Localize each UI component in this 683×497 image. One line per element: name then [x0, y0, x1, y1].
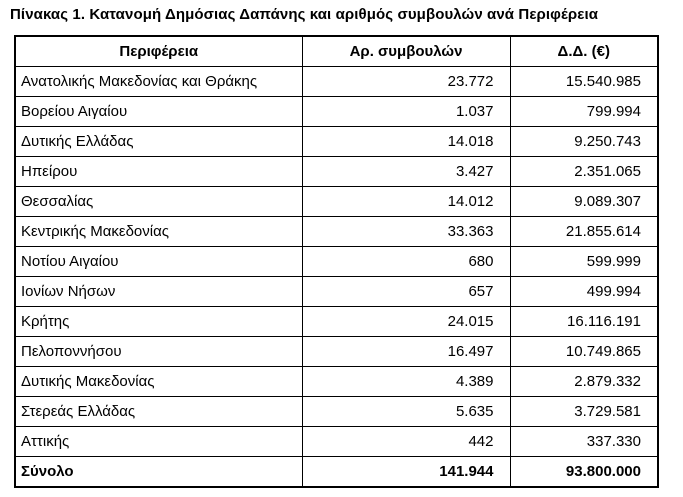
region-cell: Βορείου Αιγαίου [14, 96, 303, 127]
table-row: Νοτίου Αιγαίου 680 599.999 [14, 246, 659, 277]
expenditure-cell: 15.540.985 [509, 66, 659, 97]
consultations-cell: 14.018 [301, 126, 511, 157]
consultations-cell: 24.015 [301, 306, 511, 337]
expenditure-cell: 9.250.743 [509, 126, 659, 157]
region-cell: Νοτίου Αιγαίου [14, 246, 303, 277]
region-cell: Πελοποννήσου [14, 336, 303, 367]
table-row: Αττικής 442 337.330 [14, 426, 659, 457]
region-cell: Δυτικής Μακεδονίας [14, 366, 303, 397]
consultations-cell: 3.427 [301, 156, 511, 187]
consultations-cell: 33.363 [301, 216, 511, 247]
table-row: Δυτικής Μακεδονίας 4.389 2.879.332 [14, 366, 659, 397]
table-row: Κεντρικής Μακεδονίας 33.363 21.855.614 [14, 216, 659, 247]
region-cell: Ανατολικής Μακεδονίας και Θράκης [14, 66, 303, 97]
page-title: Πίνακας 1. Κατανομή Δημόσιας Δαπάνης και… [10, 6, 599, 23]
table-row: Ιονίων Νήσων 657 499.994 [14, 276, 659, 307]
consultations-cell: 657 [301, 276, 511, 307]
expenditure-cell: 3.729.581 [509, 396, 659, 427]
total-consultations-cell: 141.944 [301, 456, 511, 488]
expenditure-cell: 499.994 [509, 276, 659, 307]
data-table: Περιφέρεια Αρ. συμβουλών Δ.Δ. (€) Ανατολ… [14, 35, 659, 488]
region-cell: Θεσσαλίας [14, 186, 303, 217]
consultations-cell: 442 [301, 426, 511, 457]
region-cell: Κεντρικής Μακεδονίας [14, 216, 303, 247]
expenditure-cell: 799.994 [509, 96, 659, 127]
table-row: Κρήτης 24.015 16.116.191 [14, 306, 659, 337]
total-label-cell: Σύνολο [14, 456, 303, 488]
table-row: Βορείου Αιγαίου 1.037 799.994 [14, 96, 659, 127]
expenditure-cell: 9.089.307 [509, 186, 659, 217]
region-cell: Ιονίων Νήσων [14, 276, 303, 307]
region-cell: Στερεάς Ελλάδας [14, 396, 303, 427]
table-row: Πελοποννήσου 16.497 10.749.865 [14, 336, 659, 367]
expenditure-cell: 599.999 [509, 246, 659, 277]
expenditure-cell: 10.749.865 [509, 336, 659, 367]
consultations-cell: 4.389 [301, 366, 511, 397]
table-row: Ηπείρου 3.427 2.351.065 [14, 156, 659, 187]
region-cell: Ηπείρου [14, 156, 303, 187]
table-header-row: Περιφέρεια Αρ. συμβουλών Δ.Δ. (€) [14, 35, 659, 67]
total-row: Σύνολο 141.944 93.800.000 [14, 456, 659, 488]
table-body: Ανατολικής Μακεδονίας και Θράκης 23.772 15… [14, 66, 659, 457]
region-cell: Δυτικής Ελλάδας [14, 126, 303, 157]
header-cell-expenditure: Δ.Δ. (€) [509, 35, 659, 67]
consultations-cell: 14.012 [301, 186, 511, 217]
region-cell: Κρήτης [14, 306, 303, 337]
expenditure-cell: 16.116.191 [509, 306, 659, 337]
expenditure-cell: 2.879.332 [509, 366, 659, 397]
consultations-cell: 1.037 [301, 96, 511, 127]
consultations-cell: 16.497 [301, 336, 511, 367]
consultations-cell: 680 [301, 246, 511, 277]
consultations-cell: 23.772 [301, 66, 511, 97]
expenditure-cell: 21.855.614 [509, 216, 659, 247]
expenditure-cell: 2.351.065 [509, 156, 659, 187]
expenditure-cell: 337.330 [509, 426, 659, 457]
total-expenditure-cell: 93.800.000 [509, 456, 659, 488]
header-cell-consultations: Αρ. συμβουλών [301, 35, 511, 67]
region-cell: Αττικής [14, 426, 303, 457]
table-row: Ανατολικής Μακεδονίας και Θράκης 23.772 15… [14, 66, 659, 97]
header-cell-region: Περιφέρεια [14, 35, 303, 67]
table-row: Θεσσαλίας 14.012 9.089.307 [14, 186, 659, 217]
consultations-cell: 5.635 [301, 396, 511, 427]
table-row: Στερεάς Ελλάδας 5.635 3.729.581 [14, 396, 659, 427]
table-row: Δυτικής Ελλάδας 14.018 9.250.743 [14, 126, 659, 157]
